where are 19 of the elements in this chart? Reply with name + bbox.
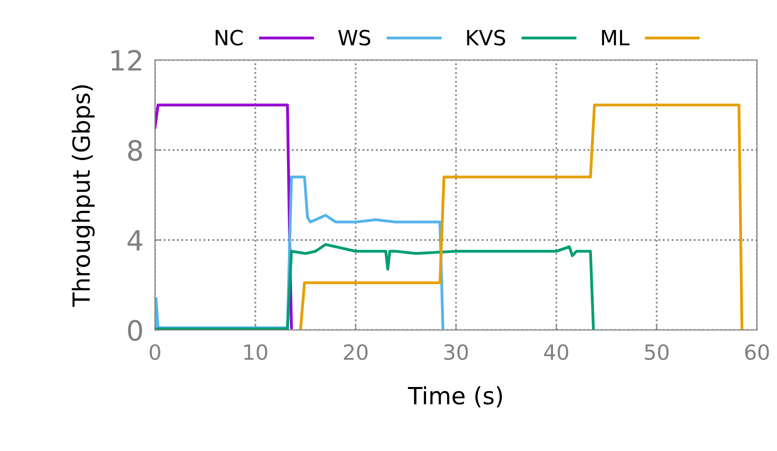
x-tick-label: 50 xyxy=(645,344,669,360)
x-tick-label: 60 xyxy=(745,344,769,360)
x-tick-label: 30 xyxy=(444,344,468,360)
x-axis-title: Time (s) xyxy=(408,386,502,408)
line-series xyxy=(299,104,744,330)
y-tick-label: 8 xyxy=(128,140,142,161)
line-series xyxy=(155,243,595,330)
x-tick-label: 20 xyxy=(344,344,368,360)
legend-label: NC xyxy=(216,30,243,46)
y-tick-label: 4 xyxy=(128,230,142,251)
x-tick-label: 0 xyxy=(150,344,160,360)
y-tick-label: 0 xyxy=(128,320,142,341)
x-tick-label: 40 xyxy=(544,344,568,360)
x-tick-label: 10 xyxy=(244,344,268,360)
y-axis-title: Throughput (Gbps) xyxy=(72,85,95,307)
y-tick-label: 12 xyxy=(112,50,142,71)
legend-label: WS xyxy=(338,30,370,46)
legend-label: ML xyxy=(602,30,630,46)
legend-label: KVS xyxy=(467,30,506,46)
